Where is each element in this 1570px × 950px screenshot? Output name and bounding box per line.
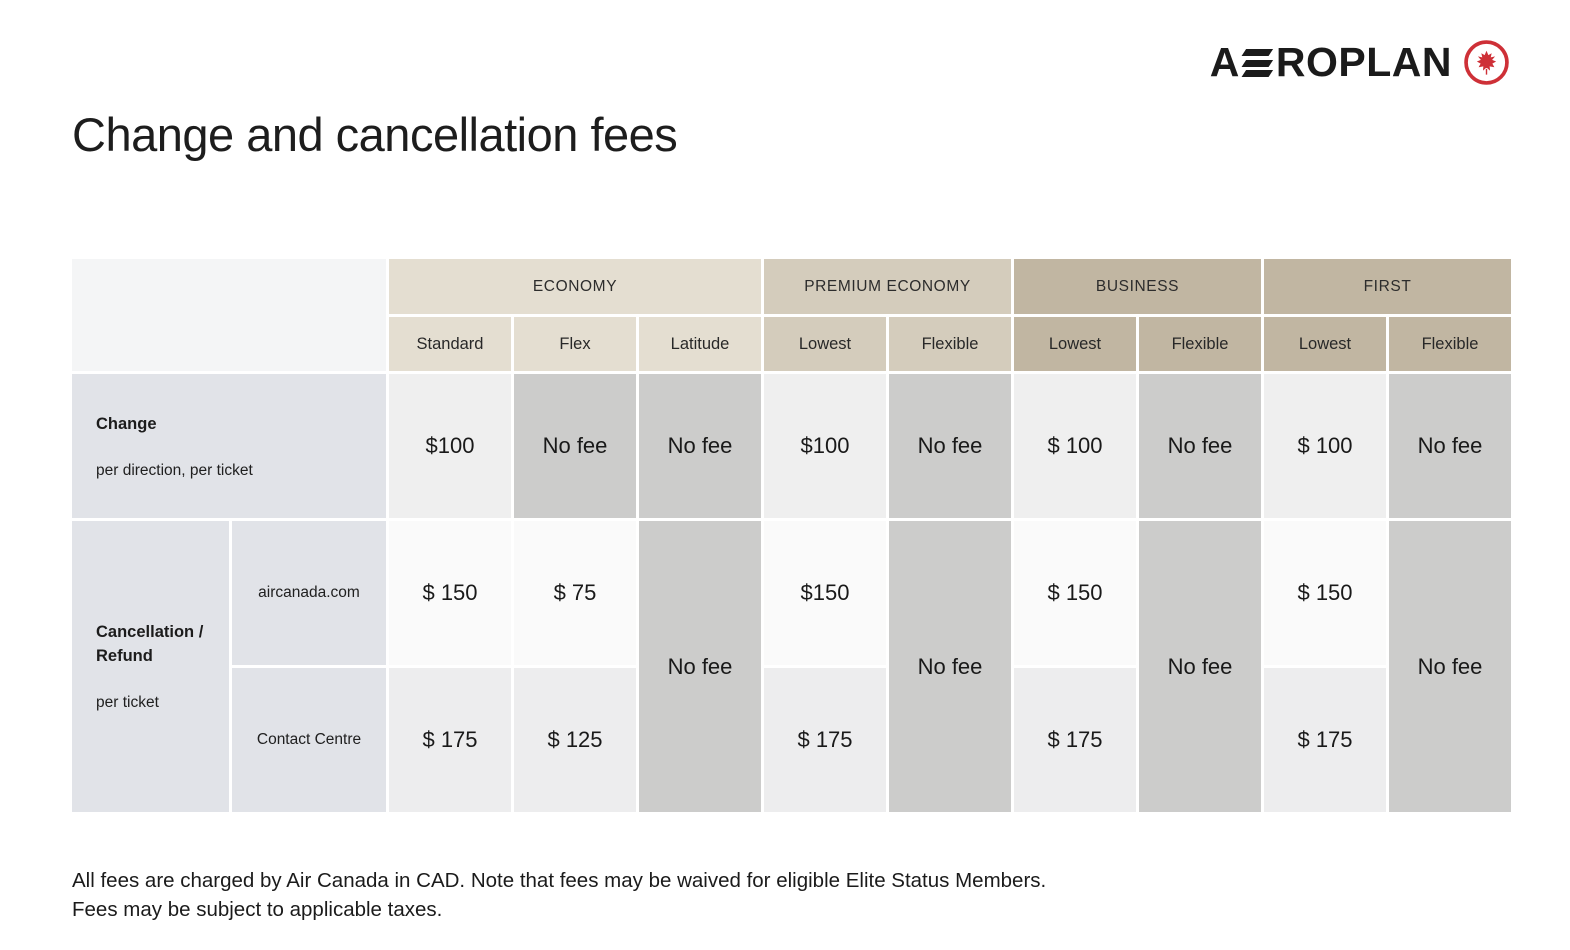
wordmark-roplan: ROPLAN	[1275, 38, 1452, 85]
aeroplan-e-bars-icon	[1241, 49, 1274, 77]
footnote-line-2: Fees may be subject to applicable taxes.	[72, 898, 443, 922]
cell-change-economy-latitude: No fee	[639, 374, 761, 519]
page-header: A ROPLAN	[0, 0, 1570, 88]
cell-change-economy-standard: $100	[389, 374, 511, 519]
row-label-cancellation: Cancellation / Refund per ticket	[72, 521, 229, 813]
cell-cancel-business-flexible-merged: No fee	[1139, 521, 1261, 813]
subcolumn-premium-lowest: Lowest	[764, 317, 886, 372]
channel-contact-centre: Contact Centre	[232, 668, 386, 813]
column-group-first: FIRST	[1264, 259, 1511, 315]
cell-change-business-lowest: $ 100	[1014, 374, 1136, 519]
cell-change-first-lowest: $ 100	[1264, 374, 1386, 519]
cell-cancel-web-business-lowest: $ 150	[1014, 521, 1136, 666]
column-group-economy: ECONOMY	[389, 259, 761, 315]
subcolumn-business-lowest: Lowest	[1014, 317, 1136, 372]
cell-cancel-economy-latitude-merged: No fee	[639, 521, 761, 813]
subcolumn-economy-standard: Standard	[389, 317, 511, 372]
cell-cancel-web-first-lowest: $ 150	[1264, 521, 1386, 666]
cancellation-sublabel: per ticket	[96, 693, 159, 711]
cell-cancel-phone-economy-standard: $ 175	[389, 668, 511, 813]
cell-cancel-premium-flexible-merged: No fee	[889, 521, 1011, 813]
cancellation-label: Cancellation / Refund	[96, 623, 204, 665]
change-label: Change	[96, 414, 157, 433]
aeroplan-wordmark: A ROPLAN	[1209, 38, 1452, 85]
cell-change-economy-flex: No fee	[514, 374, 636, 519]
column-group-premium-economy: PREMIUM ECONOMY	[764, 259, 1011, 315]
channel-aircanada-com: aircanada.com	[232, 521, 386, 666]
page-title: Change and cancellation fees	[72, 108, 678, 161]
subcolumn-first-flexible: Flexible	[1389, 317, 1511, 372]
corner-cell	[72, 259, 386, 372]
cell-cancel-web-economy-flex: $ 75	[514, 521, 636, 666]
cell-cancel-phone-economy-flex: $ 125	[514, 668, 636, 813]
cell-change-premium-lowest: $100	[764, 374, 886, 519]
row-label-change: Change per direction, per ticket	[72, 374, 386, 519]
aeroplan-logo: A ROPLAN	[1210, 39, 1510, 86]
cell-cancel-first-flexible-merged: No fee	[1389, 521, 1511, 813]
subcolumn-economy-flex: Flex	[514, 317, 636, 372]
footnote: All fees are charged by Air Canada in CA…	[72, 866, 1570, 924]
cell-change-first-flexible: No fee	[1389, 374, 1511, 519]
cell-change-premium-flexible: No fee	[889, 374, 1011, 519]
wordmark-a: A	[1209, 38, 1240, 85]
cell-cancel-phone-first-lowest: $ 175	[1264, 668, 1386, 813]
subcolumn-premium-flexible: Flexible	[889, 317, 1011, 372]
subcolumn-business-flexible: Flexible	[1139, 317, 1261, 372]
air-canada-maple-leaf-icon	[1464, 39, 1509, 85]
cell-change-business-flexible: No fee	[1139, 374, 1261, 519]
footnote-line-1: All fees are charged by Air Canada in CA…	[72, 869, 1047, 893]
subcolumn-economy-latitude: Latitude	[639, 317, 761, 372]
change-sublabel: per direction, per ticket	[96, 461, 253, 479]
subcolumn-first-lowest: Lowest	[1264, 317, 1386, 372]
cell-cancel-phone-business-lowest: $ 175	[1014, 668, 1136, 813]
fees-table: ECONOMY PREMIUM ECONOMY BUSINESS FIRST S…	[72, 259, 1570, 813]
cell-cancel-web-premium-lowest: $150	[764, 521, 886, 666]
cell-cancel-web-economy-standard: $ 150	[389, 521, 511, 666]
column-group-business: BUSINESS	[1014, 259, 1261, 315]
cell-cancel-phone-premium-lowest: $ 175	[764, 668, 886, 813]
